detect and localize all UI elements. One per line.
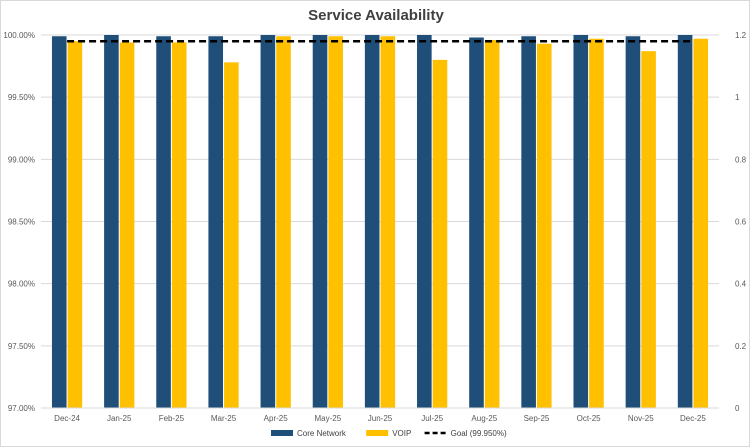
y-tick-label: 98.50% bbox=[8, 218, 35, 227]
y2-tick-label: 0.6 bbox=[735, 218, 747, 227]
bar-voip bbox=[67, 41, 83, 408]
y-tick-label: 100.00% bbox=[3, 31, 35, 40]
legend-swatch bbox=[271, 430, 293, 436]
legend: Core Network VOIP Goal (99.950%) bbox=[271, 429, 507, 438]
bar-voip bbox=[328, 36, 343, 408]
legend-swatch bbox=[366, 430, 389, 436]
bar-core-network bbox=[521, 36, 536, 408]
x-tick-label: May-25 bbox=[315, 414, 342, 423]
bar-core-network bbox=[677, 35, 693, 408]
bar-voip bbox=[693, 38, 709, 408]
legend-label: Core Network bbox=[297, 429, 347, 438]
bar-voip bbox=[589, 38, 604, 408]
x-tick-label: Oct-25 bbox=[577, 414, 602, 423]
y2-tick-label: 0.8 bbox=[735, 155, 747, 164]
bar-core-network bbox=[469, 37, 484, 409]
y2-tick-label: 1.2 bbox=[735, 31, 747, 40]
bar-core-network bbox=[364, 35, 380, 408]
bar-core-network bbox=[625, 36, 641, 408]
bar-voip bbox=[484, 39, 500, 409]
gridlines bbox=[41, 34, 719, 409]
x-tick-label: Jan-25 bbox=[107, 414, 132, 423]
x-tick-label: Jul-25 bbox=[421, 414, 443, 423]
y-axis: 97.00% 97.50% 98.00% 98.50% 99.00% 99.50% 100.… bbox=[3, 31, 35, 413]
y2-tick-label: 0.4 bbox=[735, 280, 747, 289]
bar-voip bbox=[224, 62, 239, 408]
bar-core-network bbox=[417, 35, 432, 408]
y-tick-label: 99.50% bbox=[8, 93, 35, 102]
bar-voip bbox=[641, 51, 656, 409]
y-tick-label: 98.00% bbox=[8, 280, 35, 289]
bar-voip bbox=[432, 59, 448, 408]
y-tick-label: 97.00% bbox=[8, 404, 35, 413]
x-axis: Dec-24 Jan-25 Feb-25 Mar-25 Apr-25 May-25 Jun-… bbox=[41, 407, 719, 423]
bar-core-network bbox=[573, 35, 589, 408]
bar-voip bbox=[171, 42, 187, 409]
x-tick-label: Dec-24 bbox=[54, 414, 80, 423]
bar-core-network bbox=[260, 35, 276, 408]
bars bbox=[51, 35, 709, 409]
bar-core-network bbox=[104, 35, 119, 408]
legend-label: Goal (99.950%) bbox=[451, 429, 507, 438]
bar-core-network bbox=[51, 36, 67, 408]
bar-core-network bbox=[312, 35, 328, 408]
x-tick-label: Feb-25 bbox=[159, 414, 185, 423]
y-tick-label: 97.50% bbox=[8, 342, 35, 351]
bar-voip bbox=[276, 36, 291, 408]
x-tick-label: Sep-25 bbox=[524, 414, 550, 423]
legend-label: VOIP bbox=[392, 429, 411, 438]
secondary-y-axis: 0 0.2 0.4 0.6 0.8 1 1.2 bbox=[735, 31, 747, 413]
bar-voip bbox=[536, 43, 552, 408]
y2-tick-label: 1 bbox=[735, 93, 740, 102]
bar-core-network bbox=[156, 36, 171, 408]
bar-core-network bbox=[208, 36, 224, 408]
bar-voip bbox=[119, 42, 135, 409]
x-tick-label: Apr-25 bbox=[264, 414, 289, 423]
chart-title: Service Availability bbox=[308, 7, 444, 24]
y-tick-label: 99.00% bbox=[8, 155, 35, 164]
x-tick-label: Jun-25 bbox=[368, 414, 393, 423]
bar-voip bbox=[380, 36, 396, 408]
x-tick-label: Nov-25 bbox=[628, 414, 654, 423]
x-tick-label: Aug-25 bbox=[471, 414, 497, 423]
y2-tick-label: 0 bbox=[735, 404, 740, 413]
y2-tick-label: 0.2 bbox=[735, 342, 747, 351]
x-tick-label: Mar-25 bbox=[211, 414, 237, 423]
x-tick-label: Dec-25 bbox=[680, 414, 706, 423]
